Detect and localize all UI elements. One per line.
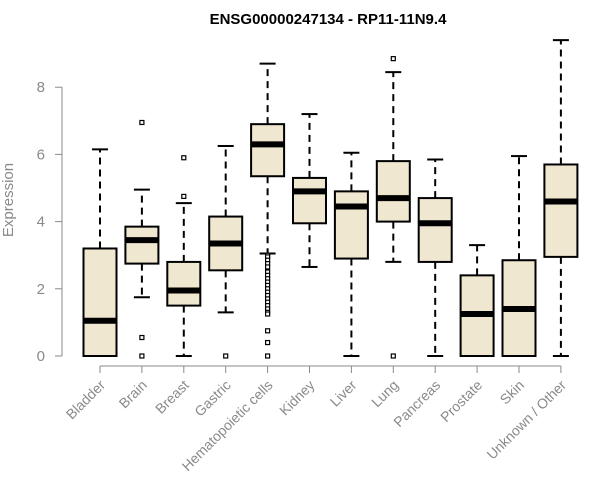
x-tick-label: Skin	[497, 377, 528, 408]
y-tick-label: 0	[37, 348, 45, 365]
outlier-point	[390, 56, 396, 62]
outlier-point	[181, 193, 187, 199]
outlier-point	[265, 339, 271, 346]
outlier-point	[265, 264, 271, 270]
outlier-point	[181, 155, 187, 161]
box-group	[208, 145, 244, 359]
box-iqr	[333, 190, 369, 260]
outlier-point	[139, 334, 145, 341]
x-tick-label: Unknown / Other	[483, 377, 569, 463]
outlier-point	[390, 353, 396, 359]
x-tick-label: Kidney	[276, 377, 318, 419]
chart-title: ENSG00000247134 - RP11-11N9.4	[210, 11, 447, 28]
box-iqr	[543, 163, 579, 258]
y-tick-label: 4	[37, 214, 45, 231]
y-axis-label: Expression	[0, 163, 17, 237]
x-tick-label: Breast	[152, 377, 192, 417]
box-group	[459, 244, 495, 357]
box-group	[82, 148, 118, 357]
box-iqr	[166, 260, 202, 307]
outlier-point	[139, 119, 145, 126]
box-group	[501, 155, 537, 357]
box-group	[543, 39, 579, 357]
box-group	[250, 62, 286, 359]
outlier-point	[265, 328, 271, 334]
box-group	[417, 158, 453, 357]
box-iqr	[417, 197, 453, 263]
box-group	[333, 151, 369, 357]
x-tick-label: Pancreas	[390, 377, 443, 430]
box-group	[124, 119, 160, 359]
x-tick-label: Prostate	[437, 377, 485, 425]
plot-area	[82, 39, 579, 359]
box-iqr	[292, 176, 327, 225]
box-iqr	[82, 247, 118, 357]
box-group	[166, 155, 202, 357]
box-group	[375, 56, 411, 359]
x-tick-label: Bladder	[63, 377, 109, 423]
box-iqr	[250, 123, 286, 178]
outlier-point	[265, 311, 271, 317]
outlier-point	[139, 353, 145, 359]
y-tick-label: 2	[37, 281, 45, 298]
x-tick-label: Liver	[327, 377, 360, 410]
outlier-point	[223, 353, 229, 359]
x-tick-label: Brain	[116, 377, 150, 411]
box-group	[292, 113, 327, 268]
box-iqr	[375, 160, 411, 223]
y-tick-label: 8	[37, 79, 45, 96]
y-tick-label: 6	[37, 146, 45, 163]
outlier-point	[265, 353, 271, 359]
axes: 0 2 4 6 8	[37, 79, 562, 373]
box-iqr	[124, 225, 160, 265]
x-tick-label: Lung	[368, 377, 401, 410]
